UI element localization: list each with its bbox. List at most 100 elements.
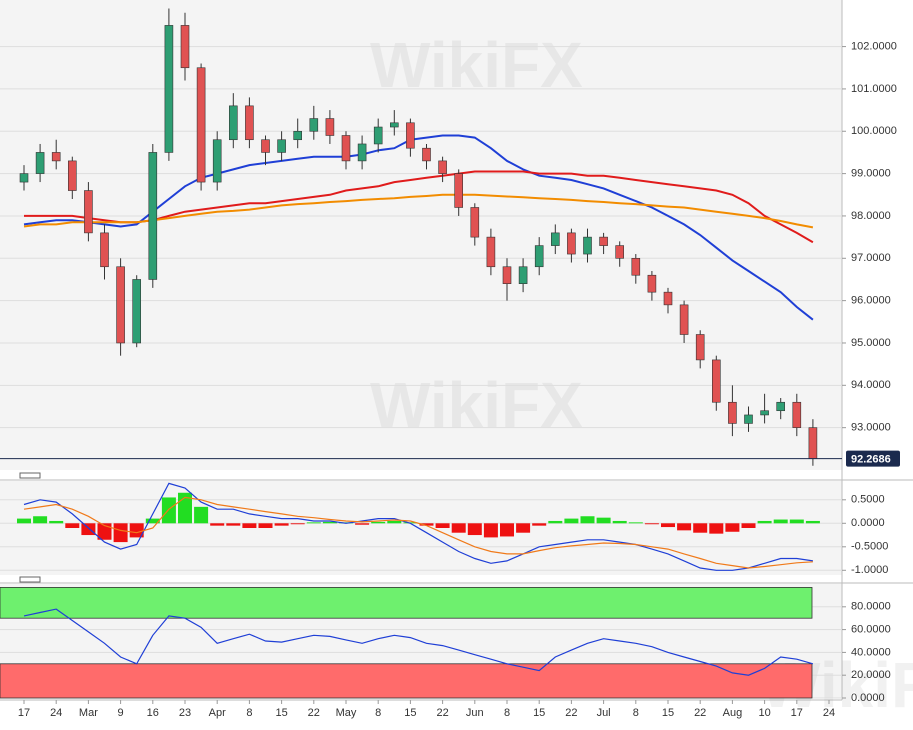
candle-body xyxy=(695,334,705,361)
macd-bar xyxy=(355,523,370,525)
x-tick-label: 10 xyxy=(758,707,770,719)
candle-body xyxy=(277,139,286,153)
grip[interactable] xyxy=(19,472,41,479)
candle-body xyxy=(245,105,254,141)
x-tick-label: Jun xyxy=(466,707,484,719)
x-tick-label: 8 xyxy=(633,707,639,719)
candle-body xyxy=(486,236,496,268)
y-tick-label: 101.0000 xyxy=(851,83,897,95)
candle-body xyxy=(550,232,560,246)
candle-body xyxy=(599,236,608,246)
macd-bar xyxy=(371,521,386,524)
macd-bar xyxy=(805,520,820,524)
candle-body xyxy=(711,359,721,403)
x-tick-label: 24 xyxy=(823,707,835,719)
macd-bar xyxy=(789,519,804,524)
candle-body xyxy=(116,266,125,344)
macd-bar xyxy=(467,523,482,536)
x-tick-label: Aug xyxy=(723,707,743,719)
macd-bar xyxy=(644,523,659,525)
y-tick-label: 40.0000 xyxy=(851,646,891,658)
macd-bar xyxy=(435,523,450,528)
indicator-line xyxy=(23,482,813,571)
candle-body xyxy=(615,245,625,259)
y-tick-label: -0.5000 xyxy=(851,541,888,553)
y-tick-label: 0.5000 xyxy=(851,494,885,506)
candle-body xyxy=(261,139,270,153)
macd-bar xyxy=(419,523,434,526)
macd-bar xyxy=(129,523,144,538)
macd-bar xyxy=(516,523,531,533)
candle-body xyxy=(567,232,576,255)
indicator-line xyxy=(23,608,814,676)
y-tick-label: 60.0000 xyxy=(851,624,891,636)
candle-body xyxy=(132,279,141,344)
separator[interactable] xyxy=(19,576,41,583)
candle-body xyxy=(293,130,303,141)
candle-body xyxy=(309,118,319,132)
x-tick-label: 17 xyxy=(791,707,803,719)
x-tick-label: Mar xyxy=(79,707,98,719)
macd-bar xyxy=(81,523,96,536)
macd-bar xyxy=(709,523,724,534)
x-tick-label: 8 xyxy=(246,707,252,719)
candle-body xyxy=(728,401,737,424)
macd-bar xyxy=(596,517,611,524)
macd-bar xyxy=(677,523,692,531)
y-tick-label: 96.0000 xyxy=(851,295,891,307)
candle-body xyxy=(502,266,512,284)
last-price-label: 92.2686 xyxy=(851,454,891,466)
candle-body xyxy=(325,118,335,136)
macd-bar xyxy=(661,523,675,528)
macd-bar xyxy=(532,523,547,526)
candle-body xyxy=(164,25,174,153)
macd-bar xyxy=(194,506,209,524)
candle-body xyxy=(35,152,45,174)
macd-bar xyxy=(580,516,595,524)
candle-body xyxy=(776,401,786,412)
candle-body xyxy=(406,122,415,149)
macd-bar xyxy=(290,523,305,525)
macd-bar xyxy=(33,516,48,524)
candle-body xyxy=(100,232,109,268)
macd-bar xyxy=(773,519,788,524)
x-tick-label: 8 xyxy=(375,707,381,719)
macd-bar xyxy=(274,523,289,526)
candle-body xyxy=(422,147,431,162)
macd-bar xyxy=(258,523,273,528)
y-tick-label: 93.0000 xyxy=(851,422,891,434)
candle-body xyxy=(389,122,399,128)
macd-bar xyxy=(628,522,643,524)
candle-body xyxy=(180,25,190,69)
candle-body xyxy=(647,274,657,293)
x-tick-label: 8 xyxy=(504,707,510,719)
x-tick-label: 22 xyxy=(436,707,448,719)
candle-body xyxy=(470,207,480,238)
x-tick-label: 15 xyxy=(533,707,545,719)
y-tick-label: 0.0000 xyxy=(851,692,885,704)
x-tick-label: Apr xyxy=(209,707,226,719)
macd-bar xyxy=(451,523,466,533)
y-tick-label: 94.0000 xyxy=(851,379,891,391)
indicator-line xyxy=(23,496,813,569)
candle-body xyxy=(518,266,528,284)
overbought-band xyxy=(0,587,813,619)
x-tick-label: 22 xyxy=(308,707,320,719)
x-tick-label: Jul xyxy=(597,707,611,719)
grip[interactable] xyxy=(19,576,41,583)
macd-bar xyxy=(161,497,176,524)
y-tick-label: 80.0000 xyxy=(851,601,891,613)
candle-body xyxy=(760,410,769,416)
x-tick-label: 23 xyxy=(179,707,191,719)
separator[interactable] xyxy=(19,472,41,479)
macd-bar xyxy=(210,523,225,526)
macd-bar xyxy=(145,518,160,524)
x-tick-label: 9 xyxy=(118,707,124,719)
macd-bar xyxy=(242,523,257,528)
macd-bar xyxy=(693,523,708,533)
macd-bar xyxy=(322,521,337,524)
candle-body xyxy=(212,139,222,183)
candle-body xyxy=(438,160,447,174)
x-tick-label: 15 xyxy=(275,707,287,719)
